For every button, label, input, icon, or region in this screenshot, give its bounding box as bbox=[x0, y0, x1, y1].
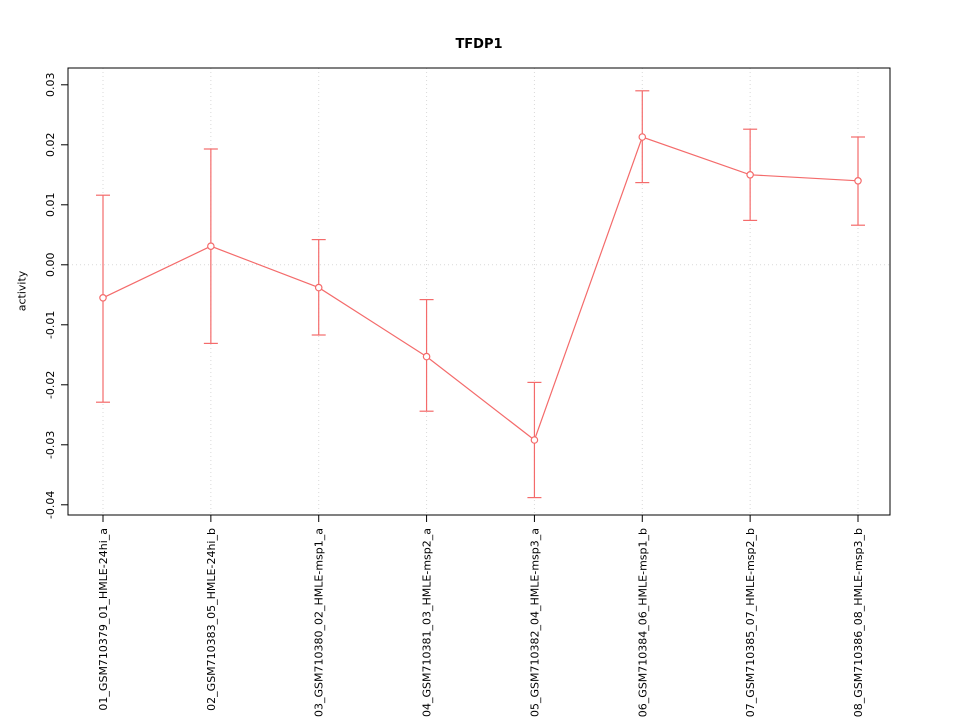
y-tick-label: 0.03 bbox=[44, 73, 57, 98]
data-point bbox=[314, 283, 323, 292]
data-point bbox=[422, 352, 431, 361]
y-tick-label: 0.02 bbox=[44, 133, 57, 158]
data-point bbox=[207, 242, 215, 251]
plot-border bbox=[67, 67, 891, 516]
x-tick-label: 02_GSM710383_05_HMLE-24hi_b bbox=[205, 528, 218, 711]
data-point bbox=[638, 133, 647, 141]
y-tick-label: -0.02 bbox=[44, 371, 57, 399]
data-point bbox=[530, 436, 539, 444]
x-tick-label: 01_GSM710379_01_HMLE-24hi_a bbox=[97, 528, 110, 711]
y-tick-label: -0.01 bbox=[44, 311, 57, 339]
data-point bbox=[854, 177, 862, 185]
y-tick-label: -0.03 bbox=[44, 431, 57, 459]
data-point bbox=[746, 171, 754, 179]
chart-title: TFDP1 bbox=[455, 37, 503, 52]
x-tick-label: 08_GSM710386_08_HMLE-msp3_b bbox=[852, 528, 865, 717]
series-line bbox=[102, 136, 859, 441]
x-tick-label: 06_GSM710384_06_HMLE-msp1_b bbox=[636, 528, 649, 717]
y-axis-label: activity bbox=[15, 270, 29, 312]
x-tick-label: 07_GSM710385_07_HMLE-msp2_b bbox=[744, 528, 757, 717]
x-tick-label: 04_GSM710381_03_HMLE-msp2_a bbox=[421, 528, 434, 717]
x-tick-label: 03_GSM710380_02_HMLE-msp1_a bbox=[313, 528, 326, 717]
y-tick-label: 0.01 bbox=[44, 193, 57, 218]
y-tick-label: -0.04 bbox=[44, 491, 57, 519]
x-tick-label: 05_GSM710382_04_HMLE-msp3_a bbox=[528, 528, 541, 717]
data-point bbox=[99, 293, 107, 302]
y-tick-label: 0.00 bbox=[44, 253, 57, 278]
